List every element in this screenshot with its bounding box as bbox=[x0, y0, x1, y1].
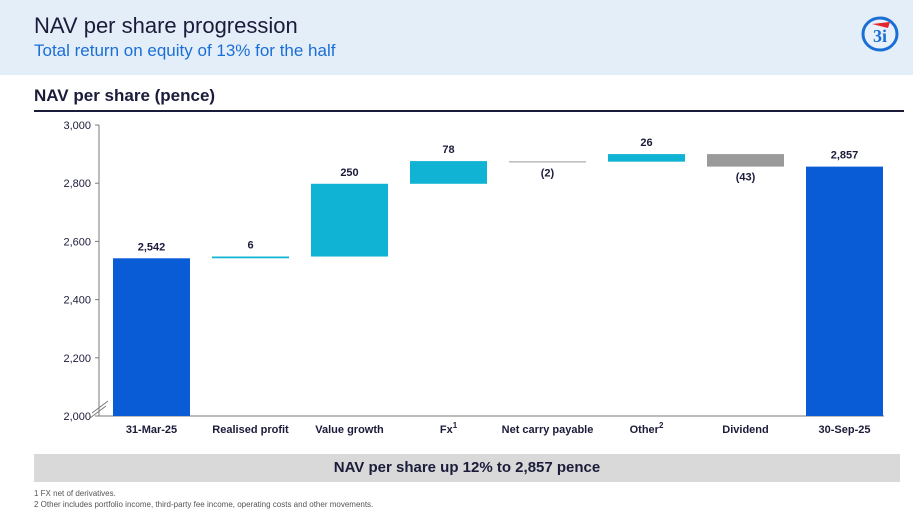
category-superscript: 1 bbox=[453, 421, 458, 430]
axis-break-mark bbox=[91, 400, 109, 414]
waterfall-bar bbox=[212, 256, 289, 259]
data-label: (43) bbox=[736, 172, 756, 184]
waterfall-bar bbox=[113, 258, 190, 416]
category-label: Value growth bbox=[315, 424, 384, 436]
waterfall-bar bbox=[410, 161, 487, 184]
category-label: Realised profit bbox=[212, 424, 289, 436]
panel-divider bbox=[34, 110, 904, 112]
page-title: NAV per share progression bbox=[34, 13, 298, 38]
waterfall-bar bbox=[608, 154, 685, 162]
y-tick-label: 3,000 bbox=[63, 120, 91, 132]
data-label: 250 bbox=[340, 167, 358, 179]
waterfall-bar bbox=[707, 154, 784, 167]
y-tick-label: 2,600 bbox=[63, 236, 91, 248]
category-label: Net carry payable bbox=[502, 424, 594, 436]
summary-bar: NAV per share up 12% to 2,857 pence bbox=[34, 454, 900, 482]
footnote-1: 1 FX net of derivatives. bbox=[34, 489, 116, 498]
waterfall-bar bbox=[311, 183, 388, 257]
chart-panel-title: NAV per share (pence) bbox=[34, 86, 216, 105]
category-superscript: 2 bbox=[659, 421, 664, 430]
category-label: Other2 bbox=[630, 421, 664, 436]
header-band: NAV per share progression Total return o… bbox=[0, 0, 913, 75]
data-label: 2,857 bbox=[831, 150, 859, 162]
category-label: 30-Sep-25 bbox=[819, 424, 871, 436]
nav-waterfall-chart: 2,000 2,200 2,400 2,600 2,800 3,000 2,542 31-Ma… bbox=[63, 120, 884, 436]
data-label: 6 bbox=[247, 240, 253, 252]
data-label: 2,542 bbox=[138, 241, 166, 253]
y-tick-label: 2,000 bbox=[63, 411, 91, 423]
y-tick-label: 2,400 bbox=[63, 295, 91, 307]
data-label: 26 bbox=[640, 137, 652, 149]
waterfall-bar bbox=[509, 161, 586, 163]
y-tick-label: 2,800 bbox=[63, 178, 91, 190]
logo-text: 3i bbox=[873, 26, 887, 46]
y-tick-label: 2,200 bbox=[63, 353, 91, 365]
footnote-2: 2 Other includes portfolio income, third… bbox=[34, 500, 374, 509]
data-label: (2) bbox=[541, 168, 555, 180]
data-label: 78 bbox=[442, 144, 454, 156]
3i-logo-icon: 3i bbox=[861, 16, 899, 52]
category-label: Dividend bbox=[722, 424, 768, 436]
category-label: 31-Mar-25 bbox=[126, 424, 177, 436]
page-subtitle: Total return on equity of 13% for the ha… bbox=[34, 41, 336, 60]
category-label: Fx1 bbox=[440, 421, 458, 436]
summary-text: NAV per share up 12% to 2,857 pence bbox=[333, 459, 601, 476]
waterfall-bar bbox=[806, 166, 883, 416]
axis-break-mark bbox=[89, 405, 107, 419]
